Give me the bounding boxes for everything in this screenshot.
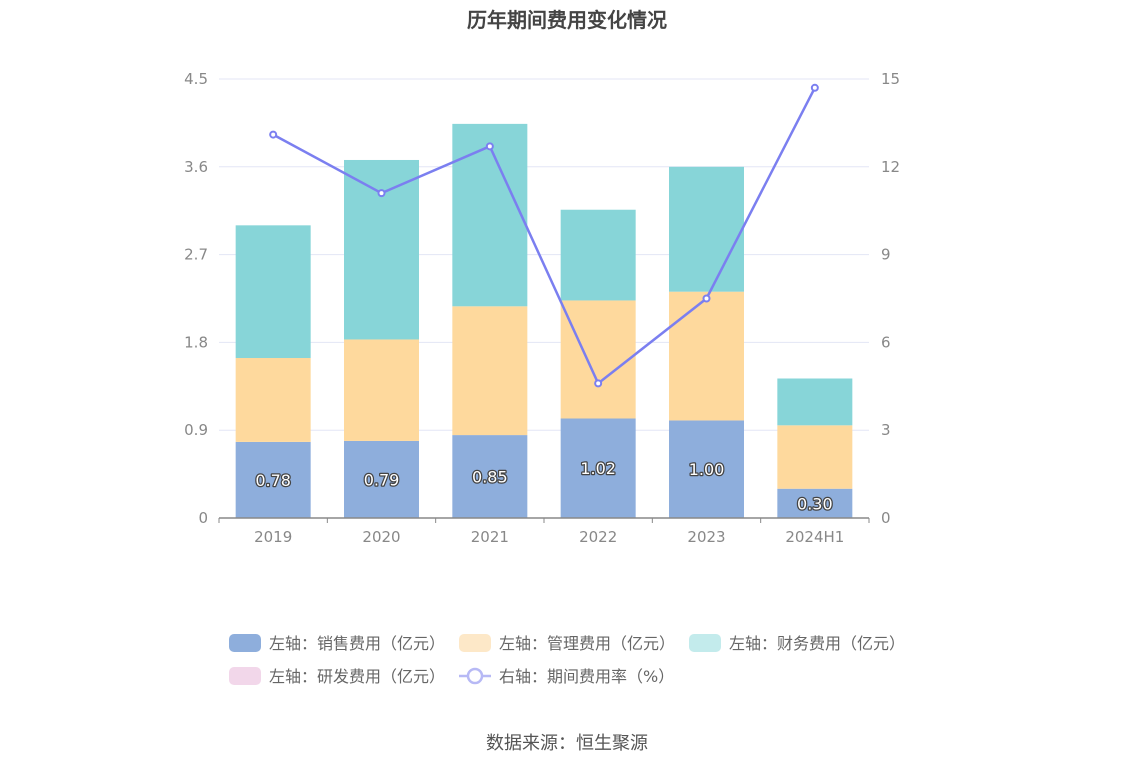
bar-data-label: 1.02 — [580, 459, 616, 478]
legend-label: 左轴：销售费用（亿元） — [269, 634, 445, 653]
legend-label: 左轴：财务费用（亿元） — [729, 634, 905, 653]
x-axis-tick-label: 2020 — [362, 528, 400, 546]
left-axis-tick-label: 2.7 — [184, 246, 208, 264]
bar-admin — [669, 291, 744, 421]
bar-sales — [235, 441, 311, 518]
bar-finance — [560, 209, 636, 301]
bar-finance — [452, 123, 528, 307]
bar-admin — [560, 300, 636, 419]
bar-admin — [344, 339, 419, 441]
legend-item: 右轴：期间费用率（%） — [459, 667, 674, 686]
rate-line — [272, 87, 816, 386]
bar-admin — [235, 358, 311, 442]
x-axis-tick-label: 2019 — [254, 528, 292, 546]
x-axis-tick-label: 2023 — [687, 528, 725, 546]
x-axis-tick-label: 2022 — [579, 528, 617, 546]
legend-item: 左轴：财务费用（亿元） — [689, 634, 905, 653]
bar-finance — [344, 159, 419, 340]
x-axis-tick-label: 2024H1 — [785, 528, 844, 546]
left-axis-tick-label: 0.9 — [184, 421, 208, 439]
legend-item: 左轴：管理费用（亿元） — [459, 634, 675, 653]
left-axis-tick-label: 3.6 — [184, 158, 208, 176]
right-axis-tick-label: 3 — [881, 421, 891, 439]
right-axis-tick-label: 12 — [881, 158, 900, 176]
bar-data-label: 0.85 — [472, 468, 508, 487]
bar-sales — [344, 440, 419, 518]
legend-item: 左轴：研发费用（亿元） — [229, 667, 445, 686]
left-axis-tick-label: 4.5 — [184, 70, 208, 88]
rate-point — [269, 130, 278, 139]
bar-data-label: 0.79 — [364, 470, 400, 489]
bar-admin — [452, 306, 528, 436]
legend-swatch — [229, 634, 261, 652]
left-axis-tick-label: 0 — [198, 509, 208, 527]
bar-finance — [777, 378, 853, 426]
right-axis-tick-label: 15 — [881, 70, 900, 88]
bar-finance — [669, 166, 744, 292]
legend-label: 右轴：期间费用率（%） — [499, 667, 674, 686]
legend-item: 左轴：销售费用（亿元） — [229, 634, 445, 653]
legend-swatch — [689, 634, 721, 652]
legend-swatch — [229, 667, 261, 685]
bar-data-label: 1.00 — [689, 460, 725, 479]
rate-point — [594, 379, 603, 388]
bar-data-label: 0.30 — [797, 494, 833, 513]
rate-point — [810, 83, 819, 92]
legend-label: 左轴：研发费用（亿元） — [269, 667, 445, 686]
rate-point — [485, 142, 494, 151]
legend-label: 左轴：管理费用（亿元） — [499, 634, 675, 653]
bar-sales — [452, 435, 528, 518]
bar-admin — [777, 425, 853, 489]
right-axis-tick-label: 9 — [881, 246, 891, 264]
left-axis-tick-label: 1.8 — [184, 333, 208, 351]
legend-circle-icon — [466, 667, 484, 685]
bar-sales — [560, 418, 636, 518]
rate-point — [377, 189, 386, 198]
rate-point — [702, 294, 711, 303]
x-axis-tick-label: 2021 — [471, 528, 509, 546]
chart-title: 历年期间费用变化情况 — [467, 8, 667, 32]
right-axis-tick-label: 0 — [881, 509, 891, 527]
legend-swatch — [459, 634, 491, 652]
source-note: 数据来源：恒生聚源 — [486, 733, 648, 754]
bar-sales — [777, 488, 853, 518]
bar-finance — [235, 225, 311, 359]
right-axis-tick-label: 6 — [881, 333, 891, 351]
bar-data-label: 0.78 — [255, 471, 291, 490]
bar-sales — [669, 420, 744, 518]
